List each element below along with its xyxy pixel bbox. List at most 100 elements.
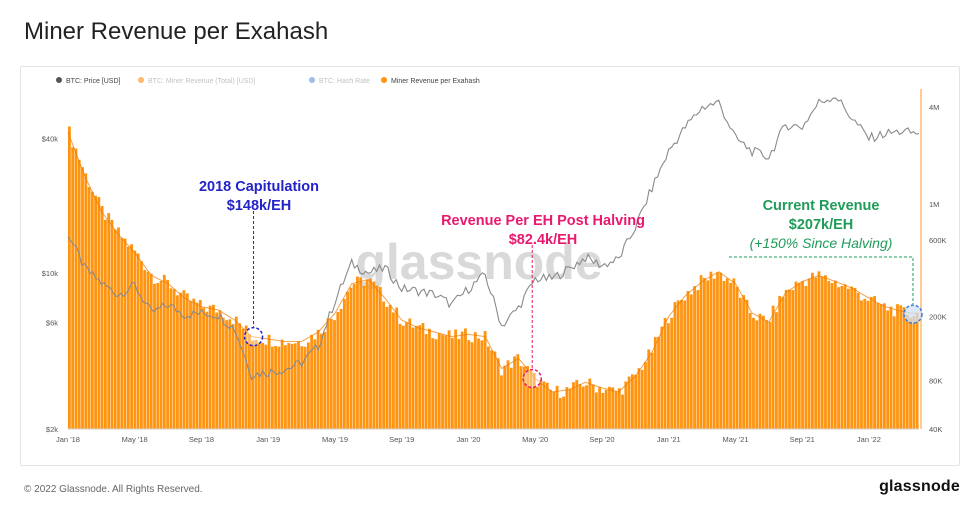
revenue-bar bbox=[297, 341, 300, 429]
revenue-bar bbox=[251, 340, 255, 429]
revenue-bar bbox=[202, 307, 206, 429]
y-right-tick-label: 600K bbox=[929, 236, 947, 245]
revenue-bar bbox=[899, 305, 903, 429]
revenue-bar bbox=[172, 289, 176, 429]
revenue-bar bbox=[709, 271, 713, 429]
chart-frame: BTC: Price [USD] BTC: Miner Revenue (Tota… bbox=[20, 66, 960, 466]
revenue-bar bbox=[594, 392, 598, 429]
current-value: $207k/EH bbox=[789, 217, 854, 233]
revenue-bar bbox=[365, 279, 369, 429]
revenue-bar bbox=[287, 343, 291, 429]
revenue-bar bbox=[392, 312, 395, 429]
revenue-bar bbox=[608, 386, 611, 429]
revenue-bar bbox=[624, 381, 628, 429]
legend: BTC: Price [USD] BTC: Miner Revenue (Tota… bbox=[56, 77, 480, 85]
revenue-bar bbox=[526, 366, 530, 429]
revenue-bar bbox=[388, 304, 392, 429]
revenue-bar bbox=[313, 339, 317, 429]
revenue-bar bbox=[755, 320, 759, 429]
revenue-bar bbox=[280, 339, 284, 429]
revenue-bar bbox=[293, 343, 297, 429]
legend-item[interactable]: Miner Revenue per Exahash bbox=[381, 77, 480, 85]
revenue-bar bbox=[454, 329, 458, 429]
revenue-bar bbox=[264, 344, 268, 429]
x-tick-label: Sep '21 bbox=[790, 435, 815, 444]
revenue-bar bbox=[395, 307, 399, 429]
revenue-bar bbox=[470, 342, 474, 429]
revenue-bar bbox=[483, 331, 487, 429]
revenue-bar bbox=[794, 281, 798, 429]
revenue-bar bbox=[863, 298, 867, 429]
revenue-bar bbox=[542, 381, 546, 429]
revenue-bar bbox=[140, 261, 143, 429]
revenue-bar bbox=[342, 298, 346, 429]
revenue-bar bbox=[421, 323, 425, 429]
halving-value: $82.4k/EH bbox=[509, 232, 578, 248]
revenue-bar bbox=[840, 285, 844, 429]
revenue-bar bbox=[912, 316, 916, 429]
revenue-bar bbox=[634, 374, 638, 429]
revenue-bar bbox=[94, 195, 97, 429]
revenue-bar bbox=[149, 273, 153, 429]
revenue-bar bbox=[270, 346, 274, 429]
revenue-bar bbox=[104, 219, 107, 429]
revenue-bar bbox=[189, 301, 192, 429]
revenue-bar bbox=[830, 283, 834, 429]
x-tick-label: Jan '21 bbox=[657, 435, 681, 444]
revenue-bar bbox=[290, 343, 294, 429]
revenue-bar bbox=[182, 290, 186, 429]
y-left-tick-label: $2k bbox=[46, 425, 58, 434]
revenue-bar bbox=[346, 291, 350, 429]
revenue-area bbox=[67, 126, 920, 430]
revenue-bar bbox=[722, 281, 726, 429]
legend-label: BTC: Hash Rate bbox=[319, 78, 370, 85]
revenue-bar bbox=[215, 312, 219, 429]
x-tick-label: Sep '19 bbox=[389, 435, 414, 444]
revenue-bar bbox=[640, 369, 644, 429]
revenue-bar bbox=[185, 293, 189, 429]
x-tick-label: May '18 bbox=[122, 435, 148, 444]
legend-dot-icon bbox=[56, 77, 62, 83]
revenue-bar bbox=[886, 310, 890, 429]
revenue-bar bbox=[621, 394, 624, 429]
revenue-bar bbox=[336, 312, 340, 429]
revenue-bar bbox=[460, 331, 464, 429]
revenue-bar bbox=[850, 286, 854, 429]
revenue-bar bbox=[477, 338, 480, 429]
revenue-bar bbox=[670, 317, 674, 429]
halving-title: Revenue Per EH Post Halving bbox=[441, 213, 645, 229]
legend-item[interactable]: BTC: Hash Rate bbox=[309, 77, 370, 85]
revenue-bar bbox=[752, 317, 755, 429]
revenue-bar bbox=[568, 388, 572, 429]
revenue-bar bbox=[274, 346, 278, 429]
revenue-bar bbox=[74, 148, 78, 429]
revenue-bar bbox=[519, 366, 523, 429]
revenue-bar bbox=[244, 325, 248, 429]
price-line-layer bbox=[67, 97, 920, 381]
y-right-tick-label: 1M bbox=[929, 200, 939, 209]
copyright-text: © 2022 Glassnode. All Rights Reserved. bbox=[24, 484, 203, 495]
revenue-bar bbox=[804, 285, 808, 429]
revenue-bar bbox=[644, 362, 647, 429]
revenue-bar bbox=[876, 303, 880, 429]
legend-label: BTC: Miner Revenue (Total) [USD] bbox=[148, 78, 255, 85]
revenue-bar bbox=[889, 306, 893, 429]
revenue-bar bbox=[761, 315, 765, 429]
revenue-bar bbox=[814, 277, 818, 429]
x-tick-label: May '20 bbox=[522, 435, 548, 444]
revenue-bar bbox=[588, 378, 592, 429]
legend-item[interactable]: BTC: Price [USD] bbox=[56, 77, 121, 85]
revenue-bar bbox=[781, 297, 785, 429]
revenue-bar bbox=[591, 384, 595, 429]
revenue-bar bbox=[869, 296, 873, 429]
axes: Jan '18 May '18 Sep '18 Jan '19 May '19 Sep '… bbox=[42, 89, 947, 444]
revenue-bar bbox=[90, 191, 94, 429]
revenue-bar bbox=[738, 297, 742, 429]
revenue-bar bbox=[120, 237, 124, 429]
revenue-bar bbox=[673, 302, 677, 429]
legend-item[interactable]: BTC: Miner Revenue (Total) [USD] bbox=[138, 77, 255, 85]
y-left-tick-label: $10k bbox=[42, 269, 59, 278]
revenue-bar bbox=[450, 337, 454, 429]
revenue-bar bbox=[434, 339, 438, 429]
revenue-bar bbox=[578, 384, 582, 429]
